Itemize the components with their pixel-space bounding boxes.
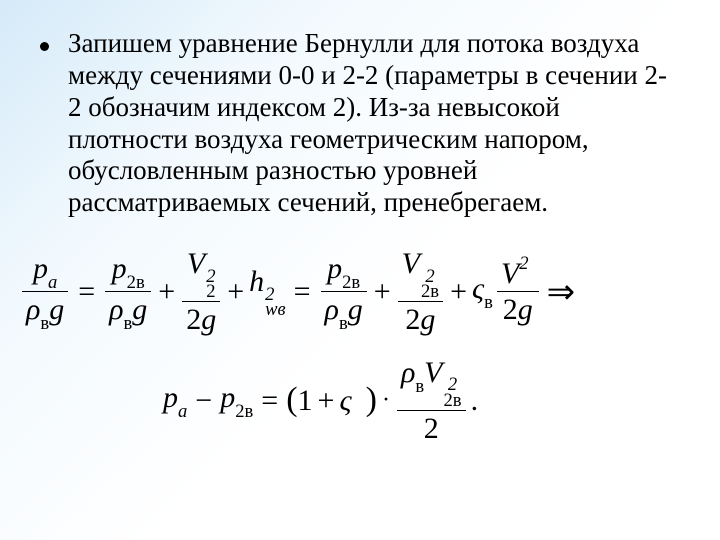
implies-icon: ⇒ — [547, 272, 576, 312]
var-rho: ρ — [325, 293, 339, 326]
op-plus: + — [450, 275, 467, 309]
var-g: g — [201, 303, 216, 336]
var-p: p — [163, 381, 178, 414]
sub-2v: 2в — [235, 401, 253, 422]
equation-row-1: pa ρвg = p2в ρвg + — [20, 247, 680, 336]
var-V: V — [187, 247, 205, 280]
sub-2v: 2в — [342, 272, 360, 293]
var-V: V — [424, 356, 442, 389]
var-h: h — [249, 265, 264, 298]
var-p: p — [220, 381, 235, 414]
var-p: p — [327, 252, 342, 285]
sub-v: в — [40, 313, 49, 334]
var-rho: ρ — [401, 356, 415, 389]
sub-v: в — [415, 376, 424, 397]
op-cdot: · — [382, 387, 390, 414]
op-plus: + — [158, 275, 175, 309]
var-zeta: ς — [472, 272, 484, 305]
sub-2v: 2в — [127, 272, 145, 293]
var-g: g — [49, 293, 64, 326]
term-p2v: p2в — [220, 381, 253, 420]
var-V: V — [501, 257, 519, 290]
fraction: V22в 2g — [398, 247, 443, 336]
num-2: 2 — [424, 412, 439, 445]
var-rho: ρ — [109, 293, 123, 326]
term-h: h2wв — [249, 265, 285, 318]
var-p: p — [112, 252, 127, 285]
sub-v: в — [339, 313, 348, 334]
sup-2: 2 — [519, 253, 528, 274]
lparen-icon: ( — [286, 381, 297, 419]
num-2: 2 — [186, 303, 201, 336]
fraction: V22 2g — [182, 247, 220, 336]
op-eq: = — [261, 384, 278, 418]
op-plus: + — [227, 275, 244, 309]
var-g: g — [420, 303, 435, 336]
equation-block: pa ρвg = p2в ρвg + — [68, 247, 680, 445]
equation-row-2: pa − p2в = ( 1 + ς ) · ρвV22в 2 — [163, 356, 680, 445]
sub-a: a — [178, 401, 187, 422]
fraction: p2в ρвg — [321, 252, 367, 332]
period: . — [471, 384, 479, 418]
op-plus: + — [318, 384, 335, 418]
sub-wv: wв — [265, 302, 285, 318]
sub-2v: 2в — [421, 284, 439, 300]
rparen-icon: ) — [366, 381, 377, 419]
var-zeta: ς — [339, 384, 351, 418]
sub-a: a — [48, 272, 57, 293]
sub-v: в — [484, 292, 493, 313]
fraction: V2 2g — [497, 257, 539, 326]
var-g: g — [132, 293, 147, 326]
bullet-item: Запишем уравнение Бернулли для потока во… — [68, 28, 680, 219]
var-rho: ρ — [26, 293, 40, 326]
sub-2: 2 — [206, 284, 215, 300]
op-eq: = — [78, 275, 95, 309]
op-minus: − — [195, 384, 212, 418]
fraction: ρвV22в 2 — [397, 356, 466, 445]
var-g: g — [348, 293, 363, 326]
sub-2v: 2в — [444, 393, 462, 409]
num-2: 2 — [405, 303, 420, 336]
paragraph-text: Запишем уравнение Бернулли для потока во… — [68, 28, 680, 219]
var-g: g — [518, 293, 533, 326]
fraction: p2в ρвg — [105, 252, 151, 332]
bullet-dot-icon — [40, 42, 49, 51]
num-2: 2 — [503, 293, 518, 326]
var-V: V — [402, 247, 420, 280]
op-plus: + — [374, 275, 391, 309]
term-pa: pa — [163, 381, 187, 420]
num-1: 1 — [298, 384, 313, 418]
var-p: p — [33, 252, 48, 285]
op-eq: = — [294, 275, 311, 309]
fraction: pa ρвg — [22, 252, 68, 332]
sub-v: в — [124, 313, 133, 334]
term-zeta: ςв — [472, 272, 493, 311]
